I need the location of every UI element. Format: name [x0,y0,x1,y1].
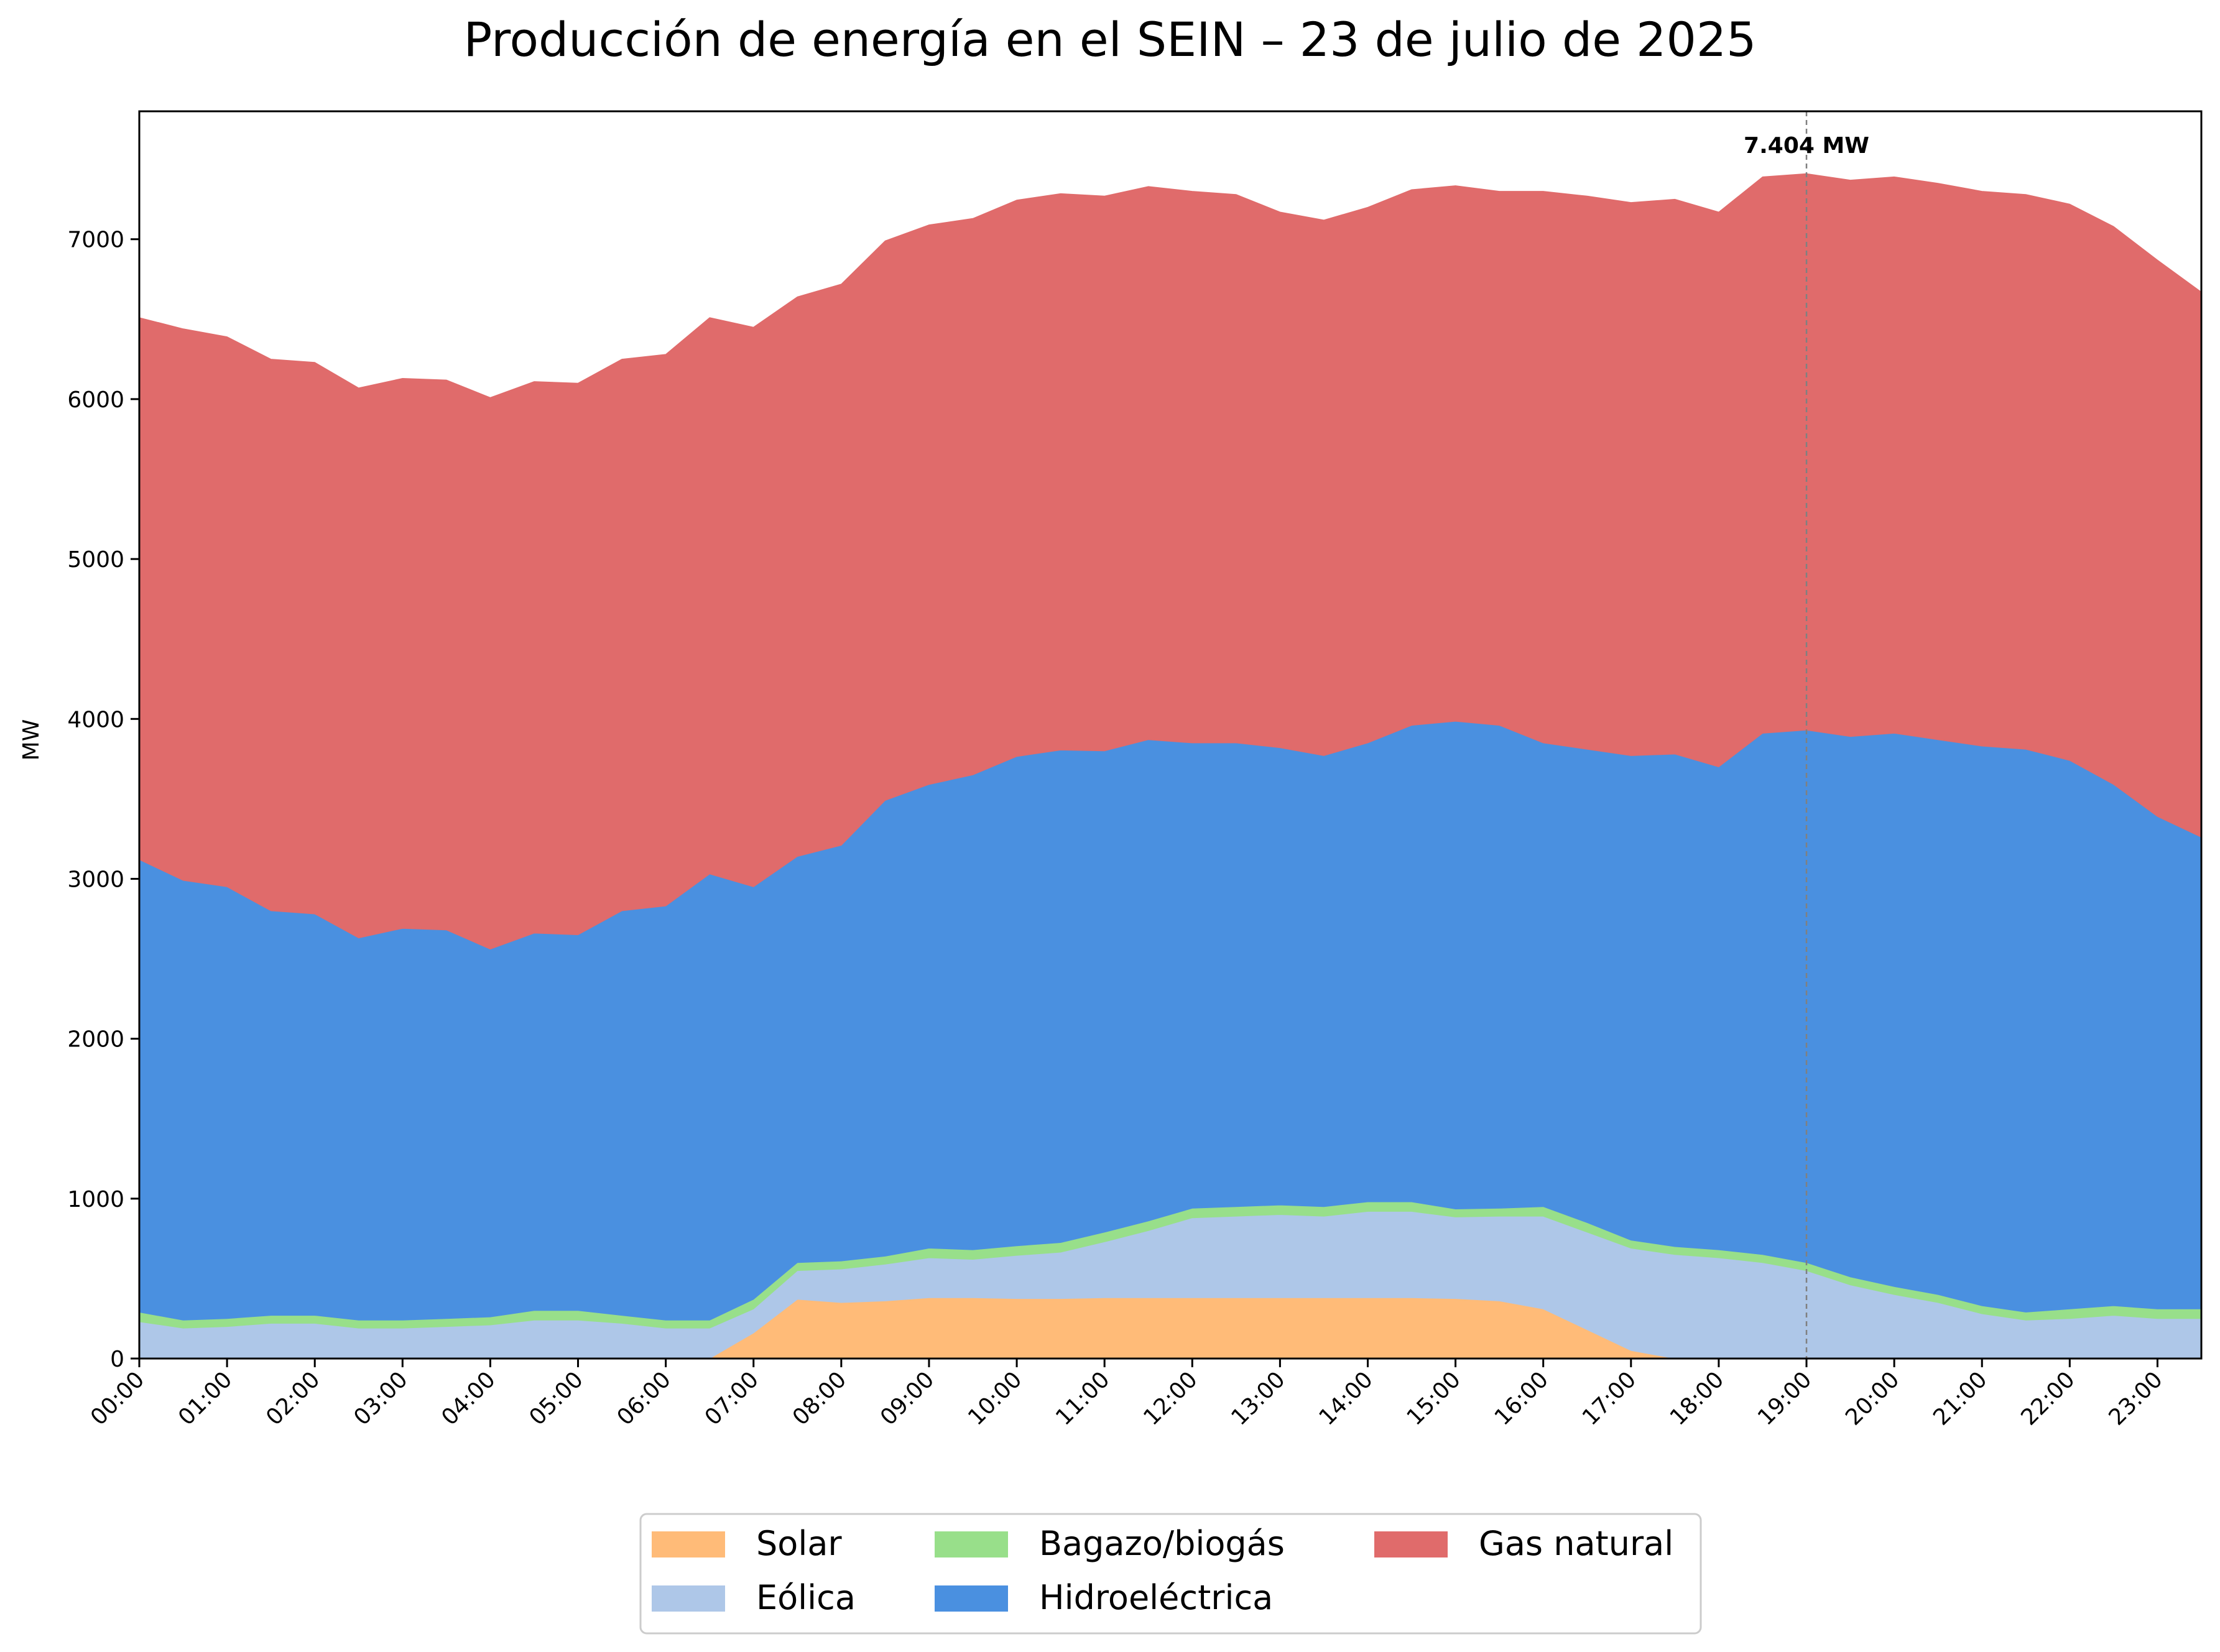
x-tick-label: 16:00 [1490,1367,1553,1430]
legend-label: Solar [756,1524,842,1563]
x-tick-label: 13:00 [1226,1367,1290,1430]
x-tick-label: 02:00 [261,1367,325,1430]
x-tick-label: 18:00 [1665,1367,1729,1430]
x-tick-label: 06:00 [613,1367,676,1430]
y-tick-label: 7000 [67,228,124,253]
legend-swatch [1374,1531,1448,1557]
x-tick-label: 20:00 [1841,1367,1904,1430]
legend: Solar Eólica Bagazo/biogás Hidroeléctrica Ga… [639,1513,1702,1635]
x-tick-label: 08:00 [788,1367,851,1430]
x-tick-label: 00:00 [86,1367,149,1430]
x-tick-label: 03:00 [349,1367,412,1430]
legend-swatch [935,1585,1008,1612]
y-tick-label: 1000 [67,1187,124,1212]
x-tick-label: 04:00 [437,1367,500,1430]
x-tick-label: 05:00 [525,1367,588,1430]
peak-annotation-label: 7.404 MW [1744,133,1869,159]
legend-item-gas-natural: Gas natural [1374,1524,1673,1563]
legend-item-bagazo-biogas: Bagazo/biogás [935,1524,1285,1563]
x-tick-label: 11:00 [1051,1367,1114,1430]
x-tick-label: 19:00 [1753,1367,1816,1430]
legend-item-solar: Solar [652,1524,842,1563]
legend-swatch [652,1531,725,1557]
y-axis-label: MW [19,719,44,761]
y-tick-label: 3000 [67,867,124,892]
legend-label: Hidroeléctrica [1039,1578,1273,1617]
legend-swatch [935,1531,1008,1557]
x-tick-label: 12:00 [1139,1367,1202,1430]
legend-item-hidroelectrica: Hidroeléctrica [935,1578,1273,1617]
x-axis: 00:00 01:00 02:00 03:00 04:00 05:00 06:00 07:00… [86,1359,2168,1431]
x-tick-label: 21:00 [1928,1367,1992,1430]
x-tick-label: 17:00 [1578,1367,1641,1430]
x-tick-label: 22:00 [2016,1367,2079,1430]
x-tick-label: 09:00 [876,1367,939,1430]
x-tick-label: 01:00 [173,1367,237,1430]
y-tick-label: 4000 [67,707,124,732]
y-tick-label: 0 [110,1347,124,1372]
peak-annotation: 7.404 MW [1744,111,1869,1359]
legend-label: Gas natural [1479,1524,1673,1563]
y-tick-label: 6000 [67,387,124,413]
x-tick-label: 14:00 [1314,1367,1377,1430]
legend-label: Eólica [756,1578,856,1617]
legend-swatch [652,1585,725,1612]
y-tick-label: 5000 [67,547,124,573]
y-tick-label: 2000 [67,1027,124,1053]
x-tick-label: 15:00 [1402,1367,1466,1430]
chart-title: Producción de energía en el SEIN – 23 de… [463,12,1756,67]
y-axis: 0 1000 2000 3000 4000 5000 6000 7000 [67,228,139,1372]
x-tick-label: 23:00 [2104,1367,2167,1430]
area-layers [139,173,2202,1359]
legend-item-eolica: Eólica [652,1578,856,1617]
x-tick-label: 07:00 [700,1367,764,1430]
plot-frame [138,110,2203,1360]
x-tick-label: 10:00 [963,1367,1027,1430]
legend-label: Bagazo/biogás [1039,1524,1285,1563]
